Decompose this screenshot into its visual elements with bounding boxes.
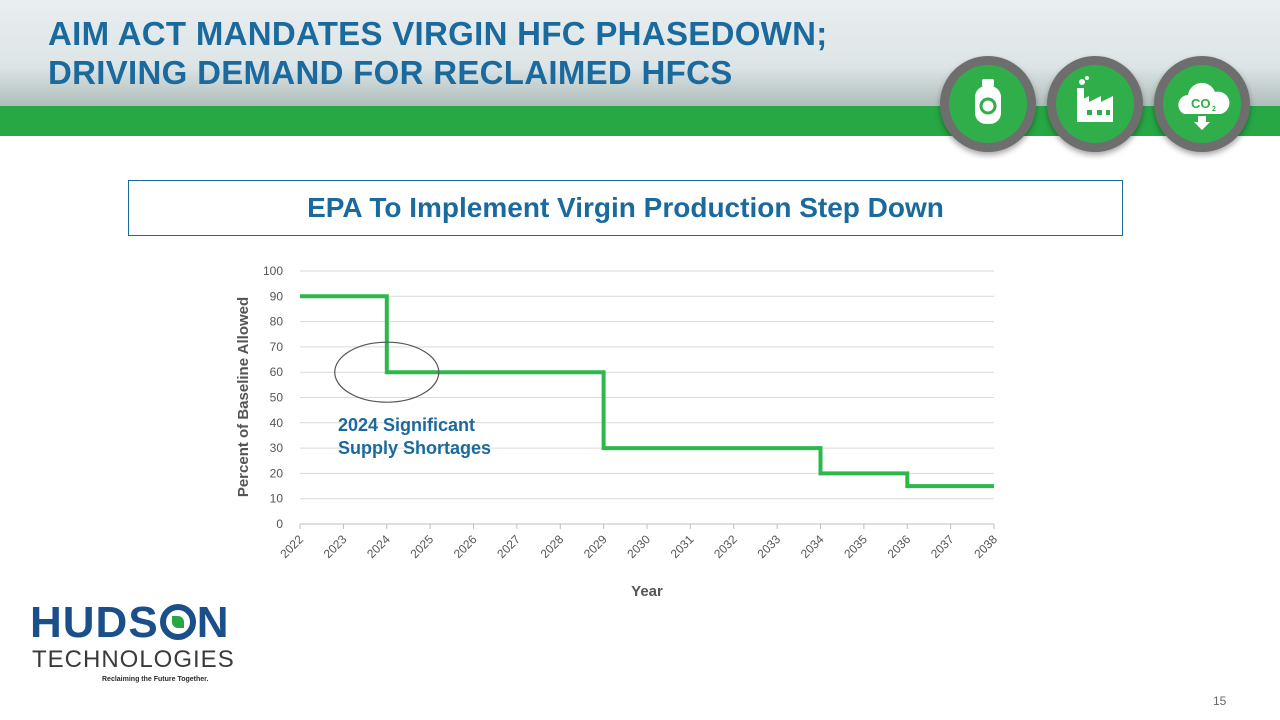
svg-text:2: 2 bbox=[1212, 106, 1216, 113]
y-tick-label: 80 bbox=[270, 315, 284, 329]
x-tick-label: 2031 bbox=[668, 532, 697, 561]
logo-name-part2: N bbox=[196, 598, 230, 647]
x-tick-label: 2030 bbox=[624, 532, 653, 561]
y-tick-label: 40 bbox=[270, 416, 284, 430]
svg-text:CO: CO bbox=[1191, 96, 1211, 111]
y-tick-label: 10 bbox=[270, 492, 284, 506]
x-tick-label: 2037 bbox=[928, 532, 957, 561]
y-axis-label: Percent of Baseline Allowed bbox=[235, 297, 252, 497]
co2-cloud-icon: CO 2 bbox=[1154, 56, 1250, 152]
annotation-text-line2: Supply Shortages bbox=[338, 438, 491, 458]
x-tick-label: 2034 bbox=[798, 532, 827, 561]
slide-title-line1: AIM ACT MANDATES VIRGIN HFC PHASEDOWN; bbox=[48, 15, 828, 52]
x-tick-label: 2022 bbox=[277, 532, 306, 561]
hudson-logo: HUDS N TECHNOLOGIES Reclaiming the Future… bbox=[30, 598, 245, 686]
y-tick-label: 90 bbox=[270, 289, 284, 303]
x-tick-label: 2023 bbox=[321, 532, 350, 561]
y-tick-label: 60 bbox=[270, 365, 284, 379]
x-tick-label: 2033 bbox=[754, 532, 783, 561]
logo-o-mark bbox=[159, 604, 196, 640]
x-tick-label: 2038 bbox=[971, 532, 1000, 561]
page-number: 15 bbox=[1213, 694, 1227, 708]
x-tick-label: 2029 bbox=[581, 532, 610, 561]
slide-title: AIM ACT MANDATES VIRGIN HFC PHASEDOWN; D… bbox=[48, 14, 828, 92]
logo-subtitle: TECHNOLOGIES bbox=[32, 646, 235, 673]
x-axis-ticks: 2022 2023 2024 2025 2026 2027 2028 2029 2030 2031… bbox=[277, 524, 1000, 561]
logo-tagline: Reclaiming the Future Together. bbox=[102, 676, 209, 683]
y-axis-ticks: 0 10 20 30 40 50 60 70 80 90 100 bbox=[263, 264, 283, 531]
subtitle-text: EPA To Implement Virgin Production Step … bbox=[307, 192, 944, 223]
y-tick-label: 50 bbox=[270, 391, 284, 405]
x-tick-label: 2028 bbox=[538, 532, 567, 561]
annotation-circle bbox=[334, 341, 440, 403]
x-tick-label: 2036 bbox=[885, 532, 914, 561]
y-tick-label: 70 bbox=[270, 340, 284, 354]
annotation-text-line1: 2024 Significant bbox=[338, 415, 475, 435]
y-tick-label: 100 bbox=[263, 264, 283, 278]
x-tick-label: 2026 bbox=[451, 532, 480, 561]
x-tick-label: 2027 bbox=[494, 532, 523, 561]
subtitle-box: EPA To Implement Virgin Production Step … bbox=[128, 180, 1123, 236]
refrigerant-recycle-icon bbox=[940, 56, 1036, 152]
x-tick-label: 2024 bbox=[364, 532, 393, 561]
slide-title-line2: DRIVING DEMAND FOR RECLAIMED HFCS bbox=[48, 54, 733, 91]
logo-wordmark: HUDS N bbox=[30, 598, 229, 648]
x-tick-label: 2032 bbox=[711, 532, 740, 561]
series-line bbox=[300, 294, 994, 489]
factory-icon bbox=[1047, 56, 1143, 152]
x-axis-label: Year bbox=[631, 583, 663, 600]
y-tick-label: 0 bbox=[276, 517, 283, 531]
y-tick-label: 20 bbox=[270, 466, 284, 480]
y-tick-label: 30 bbox=[270, 441, 284, 455]
chart-grid bbox=[300, 270, 994, 525]
x-tick-label: 2035 bbox=[841, 532, 870, 561]
x-tick-label: 2025 bbox=[407, 532, 436, 561]
logo-name-part1: HUDS bbox=[30, 598, 159, 647]
